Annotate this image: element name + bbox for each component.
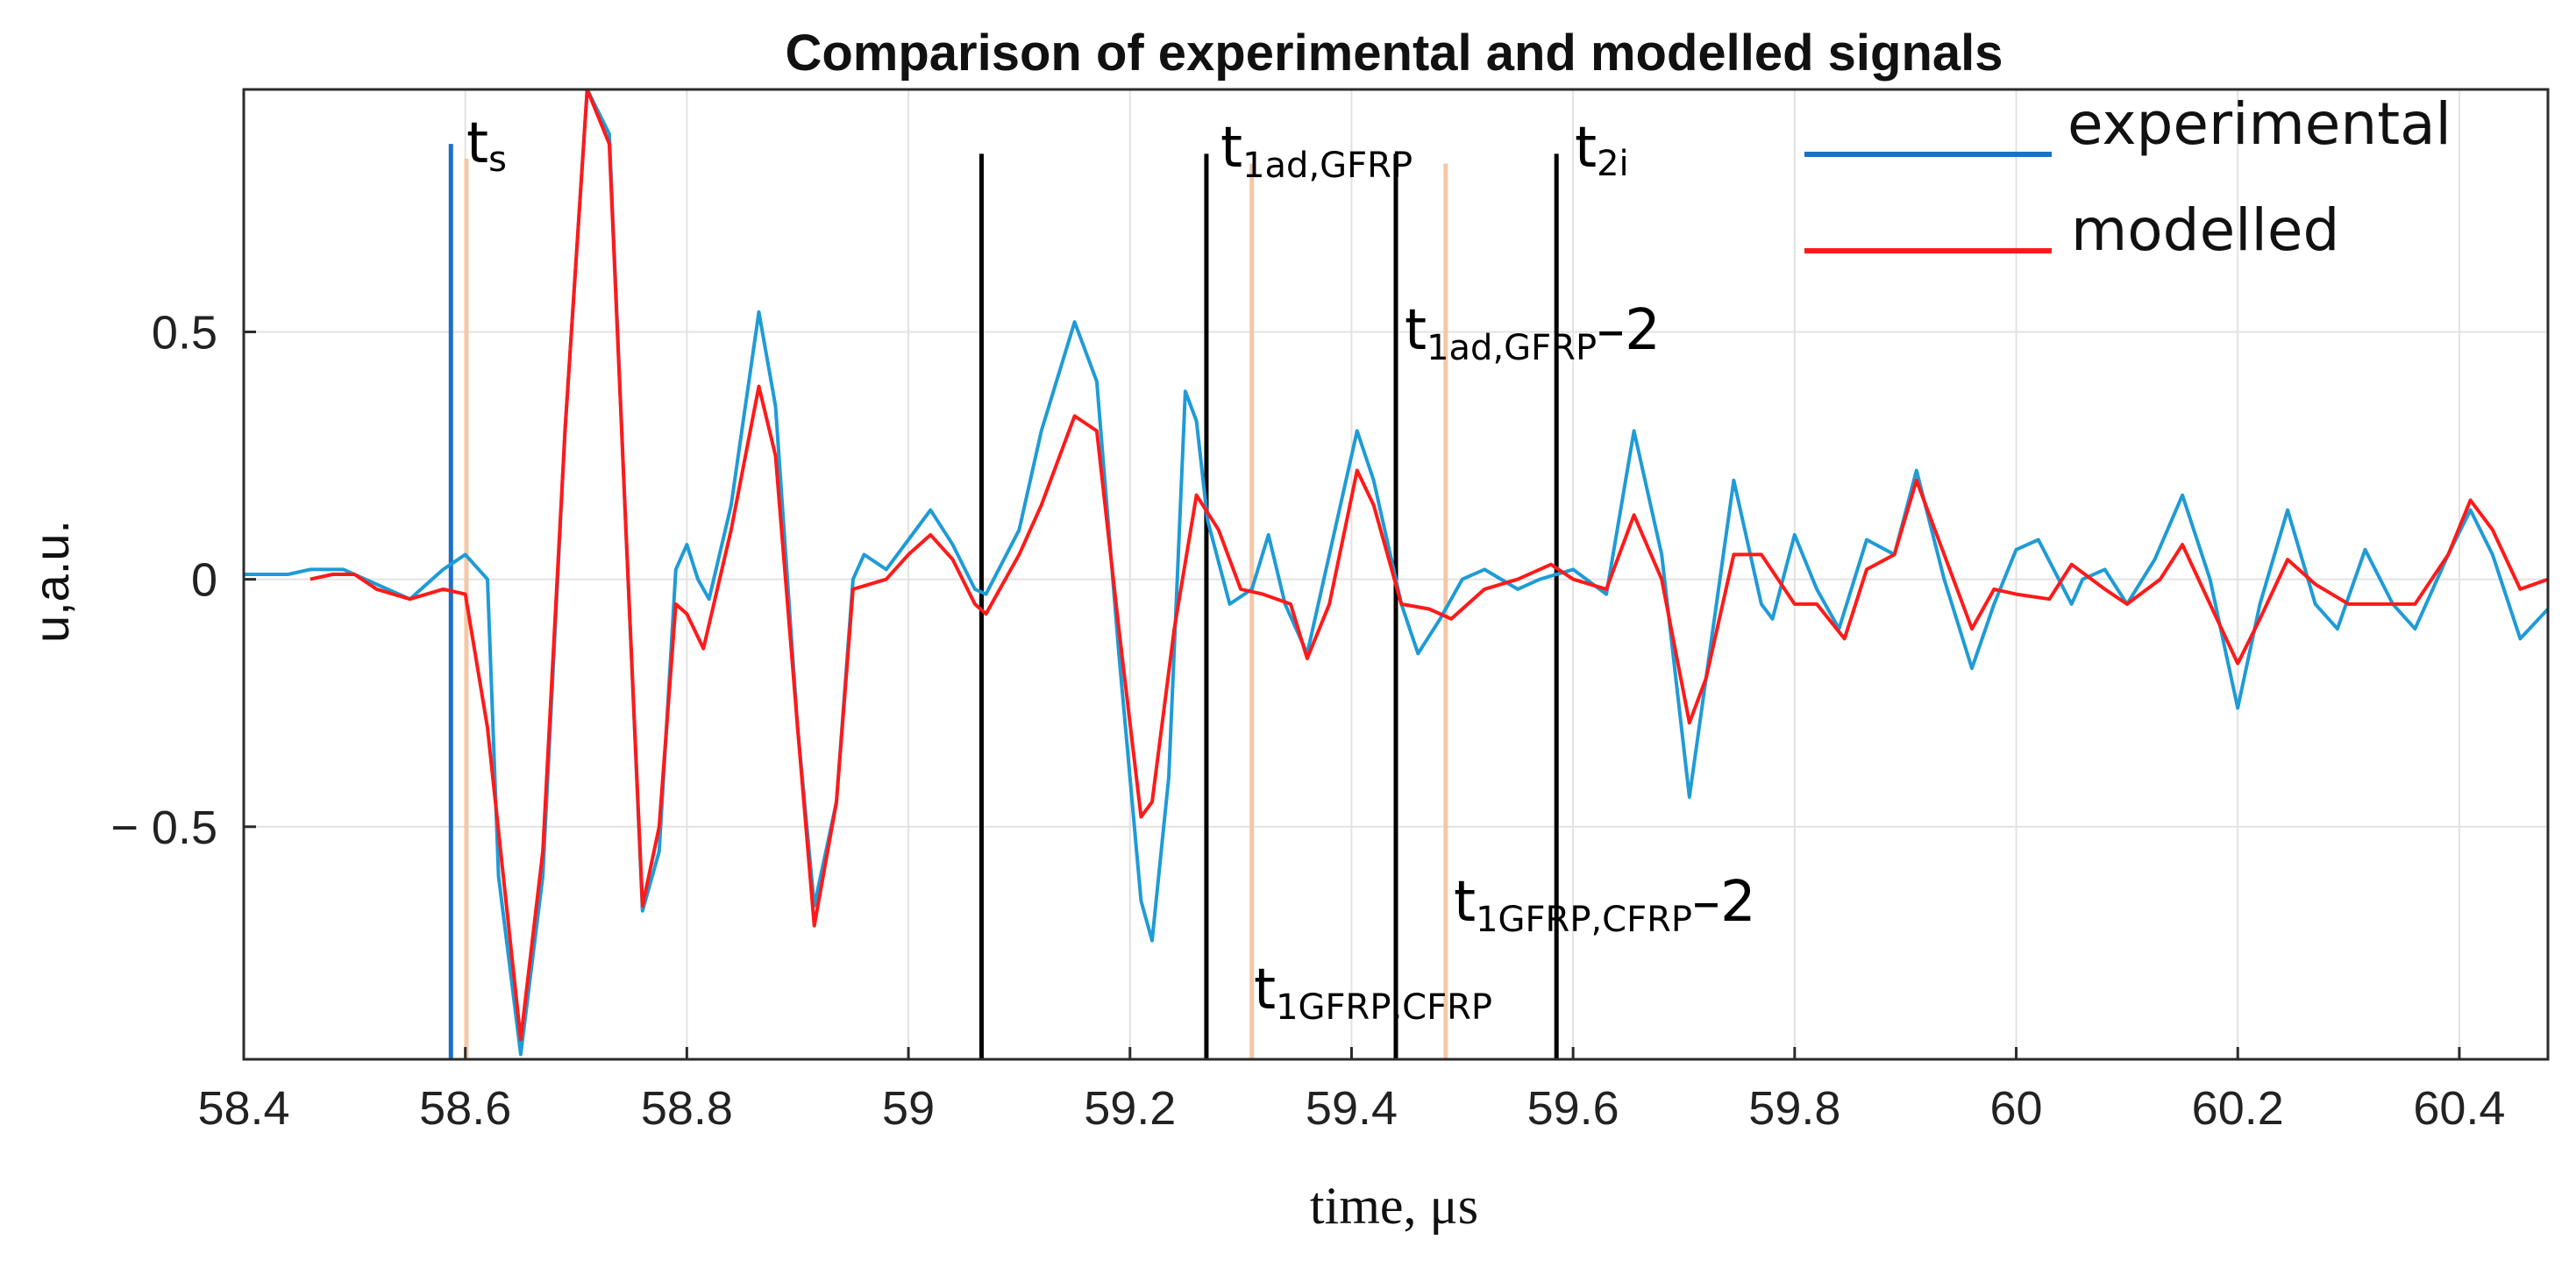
x-tick-label: 58.6 [419,1082,511,1135]
series-group [244,89,2548,1057]
x-tick-label: 59 [882,1082,935,1135]
label-t1gfrp-cfrp-2-suffix: –2 [1692,870,1756,935]
x-tick-label: 60 [1989,1082,2042,1135]
series-experimental [244,89,2548,1057]
x-tick-label: 58.8 [641,1082,733,1135]
ticks: 58.4 58.6 58.8 59 59.2 59.4 59.6 59.8 60 60.2 60.4… [110,307,2505,1136]
label-t1gfrp-cfrp-2-sub: 1GFRP,CFRP [1476,900,1692,940]
annotations: ts t1ad,GFRP t2i t1ad,GFRP–2 t1GFRP,CFRP… [466,111,1756,1028]
y-tick-label: 0 [191,554,217,607]
y-tick-label: − 0.5 [110,801,217,854]
legend-label-experimental: experimental [2067,90,2451,158]
label-t1ad-gfrp: t1ad,GFRP [1220,116,1413,186]
label-t1gfrp-cfrp-base: t [1254,958,1276,1022]
x-tick-label: 58.4 [197,1082,289,1135]
plot-frame [242,88,2550,1061]
chart-title: Comparison of experimental and modelled … [785,25,2003,82]
label-t1ad-gfrp-base: t [1220,116,1242,181]
x-tick-label: 59.4 [1306,1082,1398,1135]
legend-label-modelled: modelled [2071,196,2339,264]
label-ts-sub: s [488,139,507,180]
x-tick-label: 59.6 [1527,1082,1619,1135]
label-t2i-base: t [1575,116,1597,181]
label-t1gfrp-cfrp-2: t1GFRP,CFRP–2 [1454,870,1756,940]
legend: experimental modelled [1804,90,2451,264]
label-t2i-sub: 2i [1597,144,1629,184]
x-tick-label: 59.2 [1084,1082,1176,1135]
label-t1ad-gfrp-2-base: t [1405,298,1427,363]
label-t1ad-gfrp-2-sub: 1ad,GFRP [1427,328,1597,368]
label-t1gfrp-cfrp: t1GFRP,CFRP [1254,958,1492,1028]
y-axis-label: u,a.u. [24,520,79,643]
label-ts: ts [466,111,507,180]
x-tick-label: 60.2 [2192,1082,2284,1135]
x-tick-label: 60.4 [2413,1082,2505,1135]
label-t1ad-gfrp-sub: 1ad,GFRP [1242,146,1413,186]
series-modelled [310,89,2548,1042]
label-ts-base: t [466,111,488,176]
label-t1ad-gfrp-2: t1ad,GFRP–2 [1405,298,1661,368]
label-t2i: t2i [1575,116,1629,184]
y-tick-label: 0.5 [152,307,217,360]
x-tick-label: 59.8 [1748,1082,1840,1135]
x-axis-label: time, μs [1310,1177,1478,1235]
label-t1gfrp-cfrp-2-base: t [1454,870,1476,935]
label-t1ad-gfrp-2-suffix: –2 [1597,298,1661,363]
label-t1gfrp-cfrp-sub: 1GFRP,CFRP [1276,987,1492,1028]
